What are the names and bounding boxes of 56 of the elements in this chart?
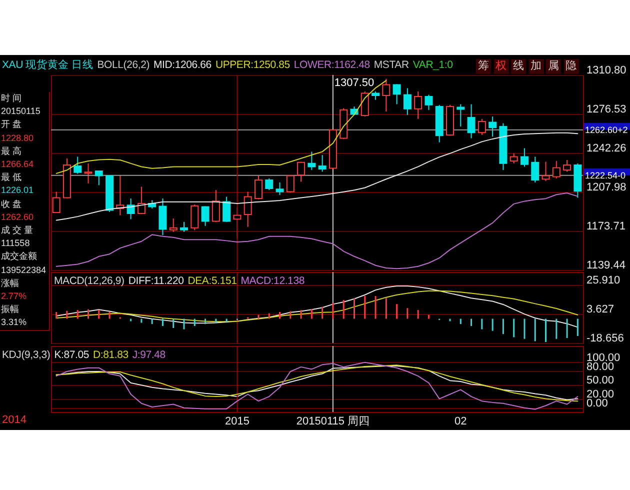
- y-tick-label: 1242.26: [586, 142, 626, 154]
- y-tick-label: 1207.98: [586, 182, 626, 194]
- text: 2.77%: [0, 290, 28, 304]
- annotation: 1307.50: [334, 76, 374, 89]
- text: DIFF:11.220: [128, 275, 184, 287]
- text: 1262.60: [0, 210, 35, 224]
- series-label: K:87.05: [54, 349, 89, 361]
- y-tick-label: 1276.53: [586, 104, 626, 116]
- text: 3.31%: [0, 316, 28, 330]
- text: 成 交 量: [0, 224, 34, 238]
- text: 振幅: [0, 303, 20, 316]
- text: 111558: [0, 237, 31, 250]
- chart-title: MACD(12,26,9): [54, 275, 124, 287]
- chart-subtitle: BOLL(26,2): [97, 59, 150, 71]
- text: 2014: [2, 414, 26, 426]
- text: 属: [546, 59, 561, 74]
- y-tick-label: -18.656: [586, 332, 624, 344]
- text: 隐: [564, 59, 578, 74]
- text: 1228.80: [0, 132, 35, 145]
- series-label: J:97.48: [132, 349, 166, 361]
- y-tick-label: 50.00: [586, 374, 614, 387]
- y-tick-label: 1310.80: [586, 64, 626, 76]
- text: MID:1206.66: [154, 59, 212, 71]
- text: 加: [528, 59, 544, 74]
- y-tick-label: 80.00: [586, 360, 614, 373]
- text: MSTAR: [374, 59, 409, 71]
- text: 最 低: [0, 171, 23, 184]
- text: 20150115: [0, 105, 42, 118]
- text: 139522384: [0, 264, 48, 277]
- text: 线: [511, 59, 526, 74]
- text: 1266.64: [0, 158, 35, 172]
- chart-title: XAU 现货黄金 日线: [2, 59, 94, 71]
- chart-title: KDJ(9,3,3): [2, 349, 50, 361]
- y-tick-label: 0.00: [586, 397, 608, 410]
- text: 时 间: [0, 92, 23, 105]
- y-tick-label: 1173.71: [586, 220, 626, 232]
- y-tick-label: 25.910: [586, 274, 620, 287]
- text: 权: [494, 59, 508, 74]
- text: 涨幅: [0, 276, 20, 290]
- x-tick-label: 20150115 周四: [296, 416, 370, 428]
- text: MACD:12.138: [240, 275, 304, 287]
- text: VAR_1:0: [412, 59, 453, 71]
- x-tick-label: 2015: [224, 416, 250, 428]
- series-label: D:81.83: [92, 349, 128, 361]
- y-tick-label: 3.627: [586, 304, 614, 316]
- text: DEA:5.151: [188, 275, 237, 287]
- text: 开 盘: [0, 118, 23, 132]
- text: 最 高: [0, 144, 23, 158]
- text: 1226.01: [0, 184, 35, 198]
- text: 筹: [476, 59, 491, 74]
- text: UPPER:1250.85: [215, 59, 290, 71]
- text: 成交金额: [0, 250, 38, 264]
- text: LOWER:1162.48: [294, 59, 370, 71]
- y-tick-label: 1139.44: [586, 260, 626, 272]
- x-tick-label: 02: [454, 416, 467, 428]
- text: 收 盘: [0, 198, 23, 211]
